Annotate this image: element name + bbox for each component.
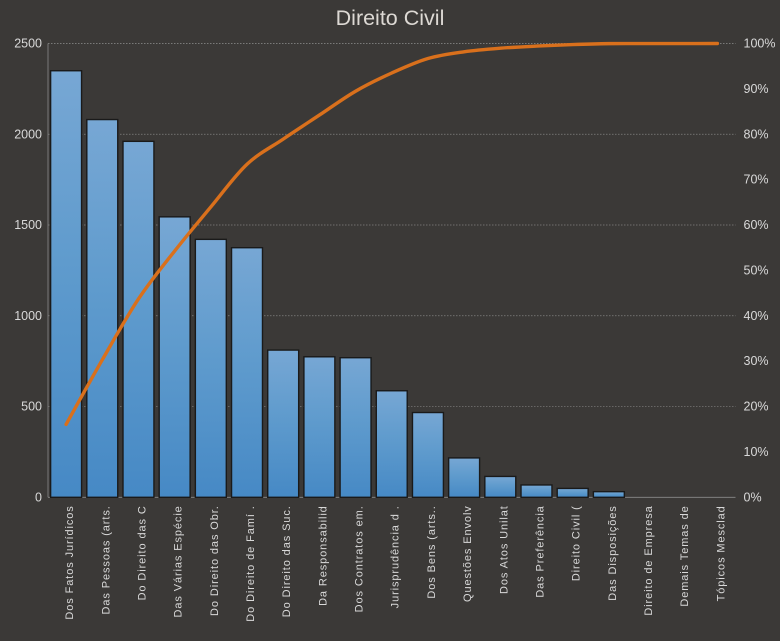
svg-text:20%: 20%	[744, 400, 769, 414]
svg-text:Do Direito das Suc.: Do Direito das Suc.	[281, 505, 293, 617]
svg-text:Direito Civil (: Direito Civil (	[571, 505, 583, 581]
svg-text:Dos Bens (arts..: Dos Bens (arts..	[426, 505, 438, 598]
svg-text:2000: 2000	[14, 127, 42, 141]
svg-text:Questões Envolv: Questões Envolv	[462, 505, 474, 602]
svg-text:Das Disposições: Das Disposições	[607, 505, 619, 600]
svg-text:Das Pessoas (arts.: Das Pessoas (arts.	[100, 505, 112, 614]
svg-text:30%: 30%	[744, 354, 769, 368]
svg-text:0%: 0%	[744, 490, 762, 504]
svg-text:Dos Fatos Jurídicos: Dos Fatos Jurídicos	[64, 505, 76, 619]
svg-text:1000: 1000	[14, 309, 42, 323]
svg-text:Do Direito de Famí .: Do Direito de Famí .	[245, 505, 257, 621]
svg-text:Demais Temas de: Demais Temas de	[679, 505, 691, 606]
svg-text:60%: 60%	[744, 218, 769, 232]
svg-text:50%: 50%	[744, 263, 769, 277]
svg-text:70%: 70%	[744, 173, 769, 187]
svg-text:90%: 90%	[744, 82, 769, 96]
svg-text:100%: 100%	[744, 37, 776, 51]
svg-text:80%: 80%	[744, 127, 769, 141]
svg-text:Do Direito das C: Do Direito das C	[136, 505, 148, 600]
svg-text:Dos Atos Unilat: Dos Atos Unilat	[498, 505, 510, 594]
svg-text:10%: 10%	[744, 445, 769, 459]
svg-text:Jurisprudência d .: Jurisprudência d .	[390, 505, 402, 608]
svg-text:Tópicos Mesclad: Tópicos Mesclad	[715, 505, 727, 601]
svg-text:Das Várias Espécie: Das Várias Espécie	[173, 505, 185, 617]
svg-text:1500: 1500	[14, 218, 42, 232]
svg-text:40%: 40%	[744, 309, 769, 323]
svg-text:Direito de Empresa: Direito de Empresa	[643, 505, 655, 615]
svg-text:0: 0	[35, 490, 42, 504]
svg-text:2500: 2500	[14, 37, 42, 51]
svg-text:Direito Civil: Direito Civil	[336, 6, 445, 30]
svg-text:Do Direito das Obr.: Do Direito das Obr.	[209, 505, 221, 616]
svg-text:500: 500	[21, 400, 42, 414]
svg-text:Das Preferência: Das Preferência	[534, 505, 546, 597]
svg-text:Dos Contratos em.: Dos Contratos em.	[354, 505, 366, 612]
svg-text:Da Responsabilid: Da Responsabilid	[317, 505, 329, 606]
